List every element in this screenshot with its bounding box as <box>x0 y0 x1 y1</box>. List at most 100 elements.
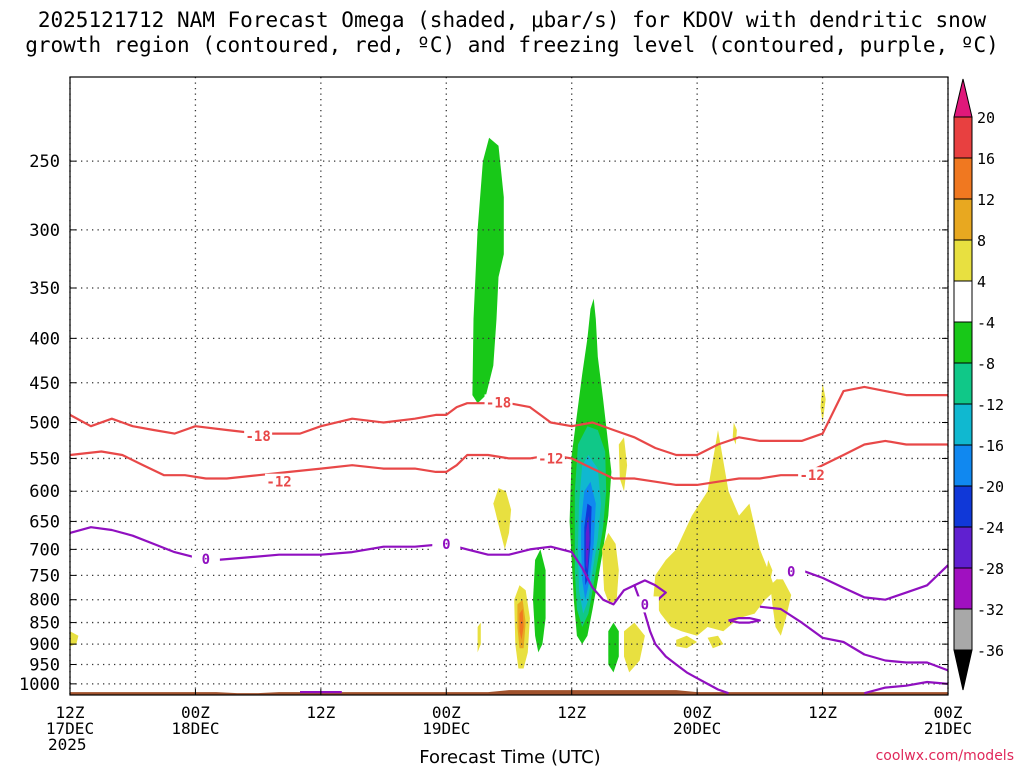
omega-region-2 <box>533 549 546 653</box>
y-tick-label-700: 700 <box>29 540 60 560</box>
y-tick-label-1000: 1000 <box>19 675 60 695</box>
colorbar-bin-9 <box>953 485 973 528</box>
contour-line-6 <box>728 617 761 624</box>
x-tick-label-60-0: 00Z <box>683 703 712 722</box>
omega-region-18 <box>770 575 792 636</box>
contour-label-bg-2-0 <box>191 550 220 567</box>
contour-label-0-0: -18 <box>245 429 270 445</box>
y-tick-label-950: 950 <box>29 656 60 676</box>
colorbar-bin-1 <box>953 157 973 200</box>
contour-label-4-0: 0 <box>787 564 795 580</box>
colorbar-bin-12 <box>953 608 973 651</box>
contour-label-1-1: -12 <box>538 451 563 467</box>
colorbar-bin-2 <box>953 198 973 241</box>
contour-label-2-0: 0 <box>202 552 210 568</box>
x-tick-label-24-0: 12Z <box>306 703 335 722</box>
chart-title-line-1: 2025121712 NAM Forecast Omega (shaded, μ… <box>37 8 987 32</box>
omega-region-14 <box>653 430 776 636</box>
colorbar-label-9: -20 <box>977 478 1004 496</box>
colorbar-bin-4 <box>953 280 973 323</box>
omega-region-9 <box>493 488 512 550</box>
x-tick-label-0-0: 12Z <box>56 703 85 722</box>
colorbar-label-3: 8 <box>977 232 986 250</box>
colorbar-bin-10 <box>953 526 973 569</box>
colorbar-top-arrow <box>953 78 973 118</box>
x-tick-label-12-0: 00Z <box>181 703 210 722</box>
contour-label-bg-0-0 <box>244 427 273 444</box>
contour-label-bg-1-2 <box>798 467 827 484</box>
colorbar-bin-3 <box>953 239 973 282</box>
omega-region-16 <box>707 635 724 649</box>
x-tick-label-12-1: 18DEC <box>171 719 219 738</box>
omega-region-11 <box>602 532 619 605</box>
grid-layer <box>69 77 949 695</box>
omega-region-8 <box>585 515 590 571</box>
chart-title-line-2: growth region (contoured, red, ºC) and f… <box>25 33 999 57</box>
colorbar-label-7: -12 <box>977 396 1004 414</box>
y-tick-label-350: 350 <box>29 279 60 299</box>
x-axis-label: Forecast Time (UTC) <box>419 747 601 768</box>
colorbar-label-6: -8 <box>977 355 995 373</box>
x-tick-label-72-0: 12Z <box>808 703 837 722</box>
y-tick-label-750: 750 <box>29 566 60 586</box>
omega-region-22 <box>477 622 481 653</box>
colorbar-label-8: -16 <box>977 437 1004 455</box>
x-tick-label-0-2: 2025 <box>48 735 87 754</box>
colorbar-label-1: 16 <box>977 150 995 168</box>
colorbar-bin-11 <box>953 567 973 610</box>
contour-label-1-0: -12 <box>266 475 291 491</box>
omega-region-17 <box>732 422 737 445</box>
watermark: coolwx.com/models <box>875 748 1014 764</box>
contour-label-bg-3-0 <box>630 596 659 613</box>
ground-layer <box>70 690 948 695</box>
contour-line-5 <box>759 605 949 672</box>
y-tick-label-250: 250 <box>29 152 60 172</box>
y-axis: 2503003504004505005506006507007508008509… <box>19 152 948 695</box>
omega-region-13 <box>624 622 645 673</box>
contour-label-bg-1-0 <box>265 473 294 490</box>
colorbar-label-5: -4 <box>977 314 995 332</box>
colorbar-bin-5 <box>953 321 973 364</box>
y-tick-label-600: 600 <box>29 482 60 502</box>
contour-label-2-1: 0 <box>442 537 450 553</box>
plot-frame <box>69 76 949 696</box>
y-tick-label-650: 650 <box>29 512 60 532</box>
colorbar-bin-7 <box>953 403 973 446</box>
omega-region-19 <box>766 560 773 581</box>
colorbar-label-2: 12 <box>977 191 995 209</box>
contour-line-8 <box>864 680 949 695</box>
x-tick-label-84-0: 00Z <box>934 703 963 722</box>
contour-label-bg-2-1 <box>432 535 461 552</box>
y-tick-label-550: 550 <box>29 449 60 469</box>
contour-line-1 <box>69 439 948 486</box>
contour-label-1-2: -12 <box>799 468 824 484</box>
colorbar-label-12: -32 <box>977 601 1004 619</box>
contour-label-bg-4-0 <box>777 563 806 580</box>
colorbar-label-10: -24 <box>977 519 1004 537</box>
contour-label-bg-0-1 <box>484 394 513 411</box>
colorbar-label-0: 20 <box>977 109 995 127</box>
ground-surface <box>70 690 948 695</box>
contour-label-0-1: -18 <box>486 395 511 411</box>
x-tick-label-0-1: 17DEC <box>46 719 94 738</box>
y-tick-label-900: 900 <box>29 635 60 655</box>
colorbar: 20 16 12 8 4 -4 -8 -12 -16 -20 -24 -28 -32 -36 <box>953 78 1004 691</box>
contour-layer: -18 -18 -12 -12 -12 0 0 0 0 <box>69 385 949 695</box>
omega-region-0 <box>472 137 504 404</box>
colorbar-bottom-arrow <box>953 649 973 691</box>
x-tick-label-48-0: 12Z <box>557 703 586 722</box>
y-tick-label-300: 300 <box>29 221 60 241</box>
colorbar-label-11: -28 <box>977 560 1004 578</box>
contour-label-bg-1-1 <box>536 450 565 467</box>
y-tick-label-400: 400 <box>29 329 60 349</box>
omega-region-12 <box>618 437 628 492</box>
y-tick-label-500: 500 <box>29 413 60 433</box>
y-tick-label-850: 850 <box>29 614 60 634</box>
x-tick-label-60-1: 20DEC <box>673 719 721 738</box>
y-tick-label-450: 450 <box>29 374 60 394</box>
contour-line-0 <box>69 385 948 457</box>
x-tick-label-84-1: 21DEC <box>924 719 972 738</box>
plot-border <box>69 76 949 696</box>
y-tick-label-800: 800 <box>29 591 60 611</box>
